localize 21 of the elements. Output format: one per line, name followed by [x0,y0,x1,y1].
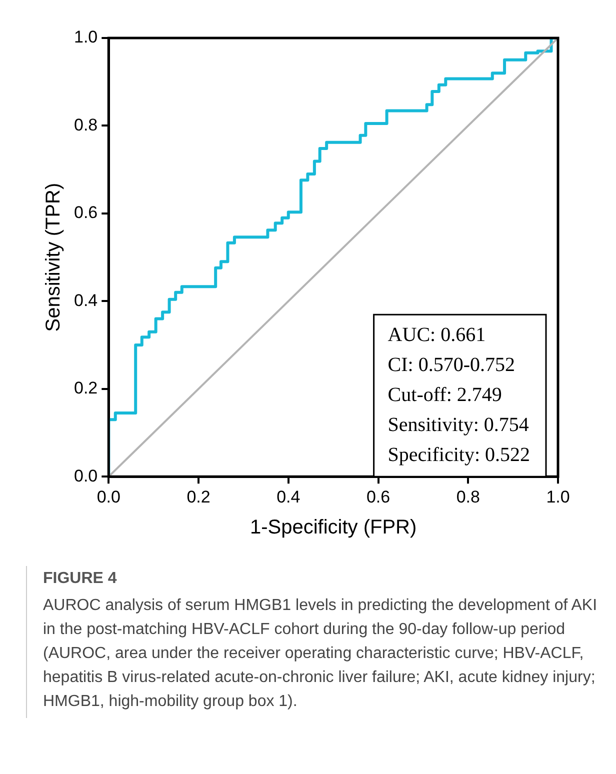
x-axis-title: 1-Specificity (FPR) [250,516,417,539]
annotation: Specificity: 0.522 [388,444,530,466]
text: FIGURE 4 [43,570,118,588]
x-tick-label: 1.0 [546,487,570,506]
annotation: Sensitivity: 0.754 [388,414,529,436]
y-tick-label: 0.2 [74,378,98,398]
y-tick-label: 1.0 [74,28,98,47]
annotation: CI: 0.570-0.752 [388,354,516,376]
annotation: AUC: 0.661 [388,324,486,346]
y-tick-label: 0.6 [74,203,98,222]
y-axis-title: Sensitivity (TPR) [42,182,65,332]
annotation: Cut-off: 2.749 [388,384,502,406]
x-tick-label: 0.8 [456,487,480,506]
x-tick-label: 0.6 [366,487,390,506]
text: AUROC analysis of serum HMGB1 levels in predicting the development of AKI in the post-matching HBV-ACLF cohort during the 90-day follow-up period (AUROC, area under the receiver operating characteristic curve; HBV-ACLF, hepatitis B virus-related acute-on-chronic liver failure; AKI, acute kidney injury; HMGB1, high-mobility group box 1). [43,596,598,712]
x-tick-label: 0.4 [276,487,300,506]
y-tick-label: 0.8 [74,115,98,134]
y-tick-label: 0.4 [74,290,98,310]
x-tick-label: 0.0 [96,487,120,506]
y-tick-label: 0.0 [74,466,98,486]
x-tick-label: 0.2 [186,487,210,506]
